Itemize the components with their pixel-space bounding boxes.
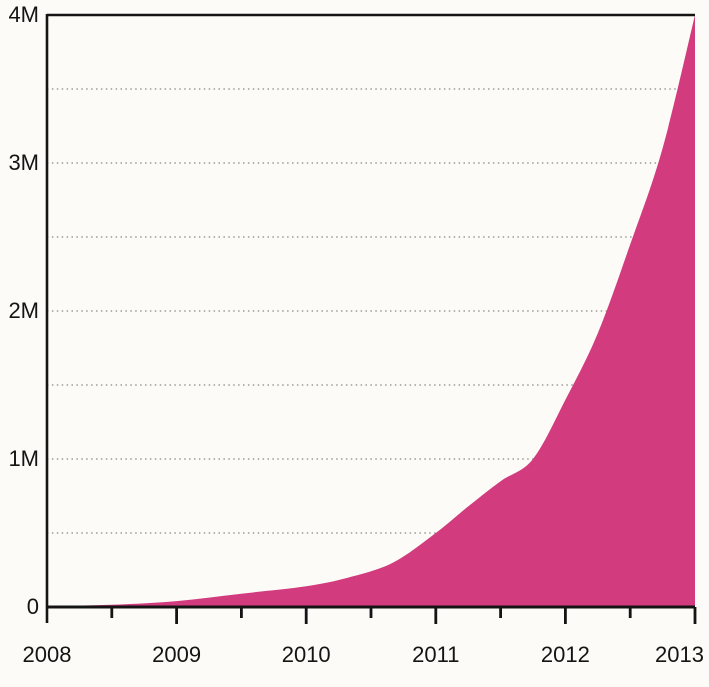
y-axis-label: 2M xyxy=(8,298,39,323)
x-axis-label: 2013 xyxy=(655,642,704,667)
area-series xyxy=(47,15,695,607)
x-axis-label: 2011 xyxy=(412,642,459,667)
y-axis-label: 4M xyxy=(8,2,39,27)
x-axis-label: 2012 xyxy=(541,642,590,667)
y-axis-label: 1M xyxy=(8,446,39,471)
x-axis-label: 2010 xyxy=(282,642,331,667)
x-axis-label: 2009 xyxy=(152,642,201,667)
x-axis-label: 2008 xyxy=(23,642,72,667)
y-axis-label: 3M xyxy=(8,150,39,175)
y-axis-label: 0 xyxy=(27,594,39,619)
